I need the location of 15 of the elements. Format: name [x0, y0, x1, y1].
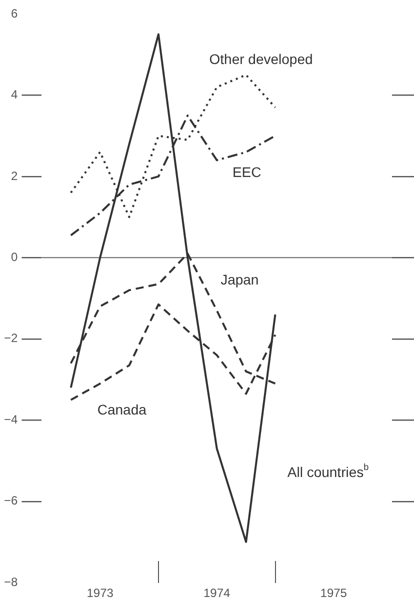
y-tick-label: −8: [4, 574, 18, 589]
x-tick-label: 1973: [86, 586, 114, 600]
series-label: EEC: [232, 164, 262, 180]
x-tick-label: 1974: [203, 586, 231, 600]
series-label: Canada: [97, 402, 147, 418]
y-tick-label: −6: [4, 494, 18, 508]
x-tick-label: 1975: [320, 586, 348, 600]
series-label: Other developed: [209, 50, 313, 67]
y-tick-label: 2: [10, 168, 18, 183]
y-tick-label: −2: [4, 331, 18, 346]
y-tick-label: −4: [4, 412, 18, 426]
series-label: Japan: [220, 271, 259, 288]
y-tick-label: 6: [10, 6, 18, 20]
y-tick-label: 4: [10, 88, 18, 102]
y-tick-label: 0: [10, 250, 18, 264]
